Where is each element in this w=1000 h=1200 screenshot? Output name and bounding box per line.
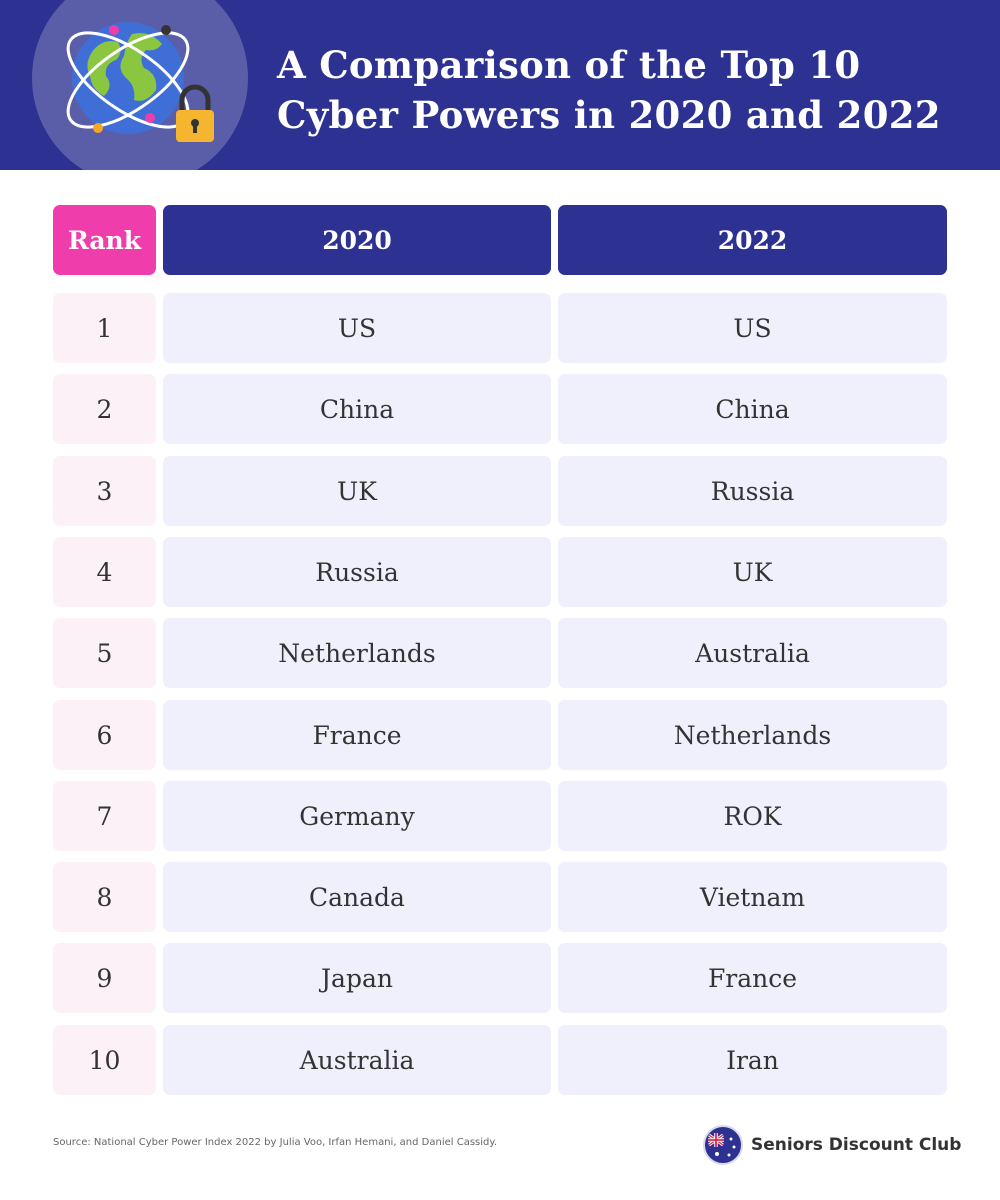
value-2020-cell: UK (163, 456, 551, 526)
value-2022-cell: UK (558, 537, 947, 607)
globe-lock-icon (0, 0, 260, 170)
value-2020-cell: Germany (163, 781, 551, 851)
australia-flag-icon (703, 1125, 743, 1165)
value-2022-cell: France (558, 943, 947, 1013)
value-2020-cell: Australia (163, 1025, 551, 1095)
rank-column-header: Rank (53, 205, 156, 275)
value-2020-cell: Canada (163, 862, 551, 932)
value-2020-cell: China (163, 374, 551, 444)
value-2020-cell: France (163, 700, 551, 770)
rank-cell: 1 (53, 293, 156, 363)
value-2020-cell: Netherlands (163, 618, 551, 688)
value-2020-cell: US (163, 293, 551, 363)
value-2022-cell: US (558, 293, 947, 363)
rank-cell: 7 (53, 781, 156, 851)
value-2020-cell: Japan (163, 943, 551, 1013)
rank-cell: 2 (53, 374, 156, 444)
value-2020-cell: Russia (163, 537, 551, 607)
rank-cell: 8 (53, 862, 156, 932)
title-line-2: Cyber Powers in 2020 and 2022 (277, 93, 941, 137)
title-line-1: A Comparison of the Top 10 (277, 43, 861, 87)
brand-name: Seniors Discount Club (751, 1135, 962, 1155)
value-2022-cell: Iran (558, 1025, 947, 1095)
value-2022-cell: Australia (558, 618, 947, 688)
rank-cell: 4 (53, 537, 156, 607)
rank-cell: 10 (53, 1025, 156, 1095)
year-2022-column-header: 2022 (558, 205, 947, 275)
rank-cell: 6 (53, 700, 156, 770)
value-2022-cell: ROK (558, 781, 947, 851)
rank-cell: 5 (53, 618, 156, 688)
source-note: Source: National Cyber Power Index 2022 … (53, 1137, 498, 1148)
rank-cell: 3 (53, 456, 156, 526)
brand-logo: Seniors Discount Club (703, 1124, 961, 1166)
year-2020-column-header: 2020 (163, 205, 551, 275)
value-2022-cell: Russia (558, 456, 947, 526)
header-banner: A Comparison of the Top 10 Cyber Powers … (0, 0, 1000, 170)
value-2022-cell: Vietnam (558, 862, 947, 932)
page-title: A Comparison of the Top 10 Cyber Powers … (277, 40, 977, 140)
rank-cell: 9 (53, 943, 156, 1013)
value-2022-cell: China (558, 374, 947, 444)
value-2022-cell: Netherlands (558, 700, 947, 770)
